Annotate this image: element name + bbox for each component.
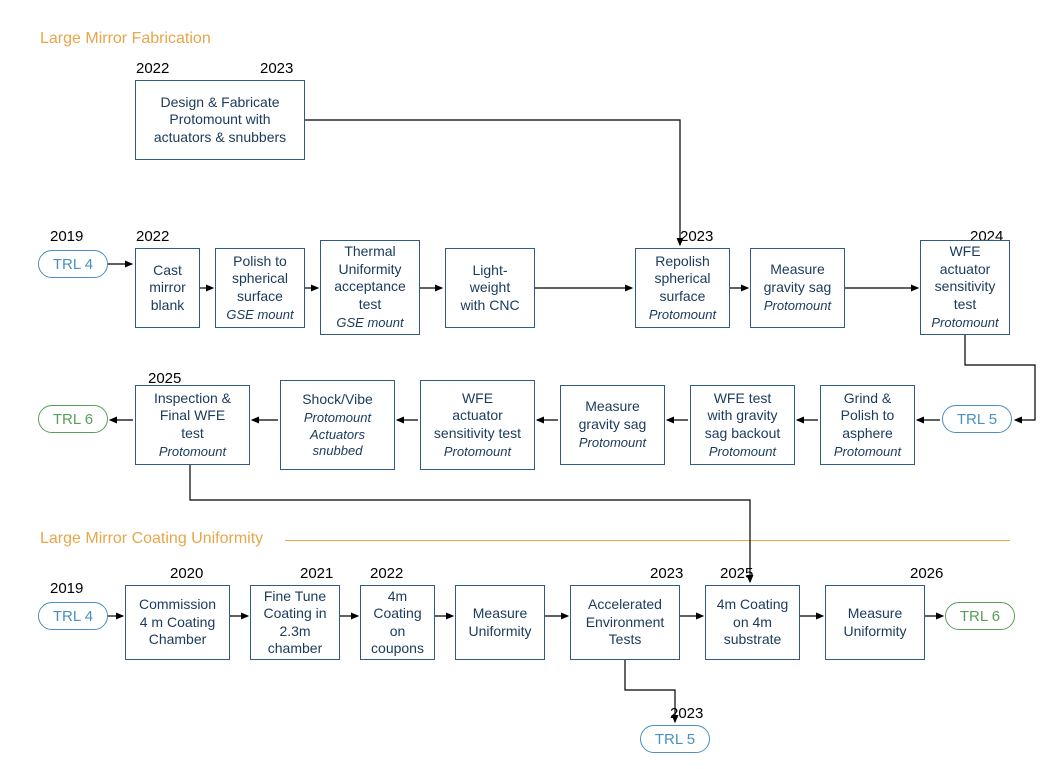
wfe-backout: WFE testwith gravitysag backoutProtomoun… [690,385,795,465]
measure-sag-1: Measuregravity sagProtomount [750,248,845,328]
final-wfe: Inspection &Final WFEtestProtomount [135,385,250,465]
accel-env: AcceleratedEnvironmentTests [570,585,680,660]
year-label: 2023 [650,565,683,582]
measure-unif-1: MeasureUniformity [455,585,545,660]
year-label: 2019 [50,228,83,245]
year-label: 2026 [910,565,943,582]
trl4-coat: TRL 4 [38,602,108,630]
measure-sag-2: Measuregravity sagProtomount [560,385,665,465]
trl6-fab: TRL 6 [38,405,108,433]
year-label: 2025 [720,565,753,582]
design-protomount: Design & FabricateProtomount withactuato… [135,80,305,160]
measure-unif-2: MeasureUniformity [825,585,925,660]
shock-vibe: Shock/VibeProtomount Actuators snubbed [280,380,395,470]
coating-4m: 4m Coatingon 4msubstrate [705,585,800,660]
year-label: 2020 [170,565,203,582]
year-label: 2019 [50,580,83,597]
polish-spherical: Polish tosphericalsurfaceGSE mount [215,248,305,328]
wfe-sens-1: WFEactuatorsensitivitytestProtomount [920,240,1010,335]
year-label: 2023 [670,705,703,722]
repolish: RepolishsphericalsurfaceProtomount [635,248,730,328]
lightweight: Light-weightwith CNC [445,248,535,328]
section-divider [285,540,1010,541]
wfe-sens-2: WFEactuatorsensitivity testProtomount [420,380,535,470]
year-label: 2023 [680,228,713,245]
fine-tune: Fine TuneCoating in2.3mchamber [250,585,340,660]
year-label: 2021 [300,565,333,582]
year-label: 2022 [370,565,403,582]
year-label: 2022 [136,228,169,245]
cast-blank: Castmirrorblank [135,248,200,328]
section-title-fabrication: Large Mirror Fabrication [40,30,211,48]
year-label: 2022 [136,60,169,77]
trl5-fab: TRL 5 [942,405,1012,433]
year-label: 2023 [260,60,293,77]
trl5-coat: TRL 5 [640,725,710,753]
section-title-coating: Large Mirror Coating Uniformity [40,530,263,548]
trl6-coat: TRL 6 [945,602,1015,630]
commission-chamber: Commission4 m CoatingChamber [125,585,230,660]
thermal-test: ThermalUniformityacceptancetestGSE mount [320,240,420,335]
grind-asphere: Grind &Polish toasphereProtomount [820,385,915,465]
coating-coupons: 4mCoatingoncoupons [360,585,435,660]
trl4-fab: TRL 4 [38,250,108,278]
